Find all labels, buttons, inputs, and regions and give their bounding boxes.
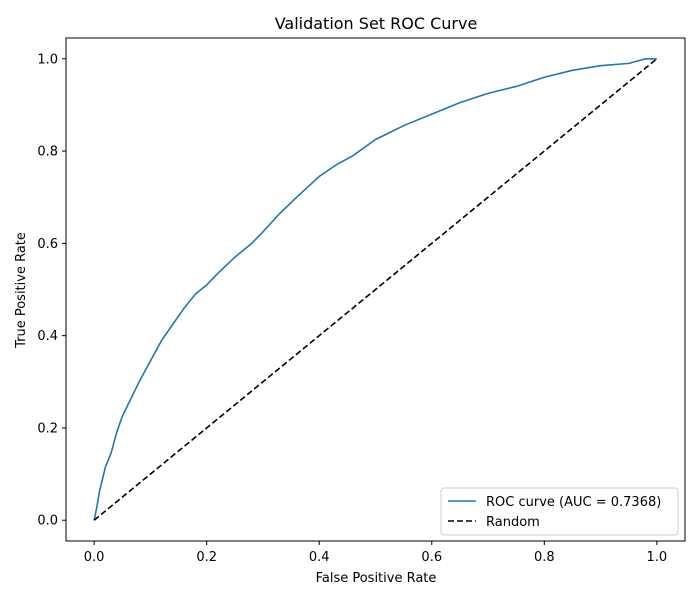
y-axis-ticks: 0.0 0.2 0.4 0.6 0.8 1.0: [37, 52, 66, 529]
x-tick-label: 0.6: [421, 550, 442, 565]
x-tick-label: 0.0: [84, 550, 105, 565]
legend-label-roc: ROC curve (AUC = 0.7368): [486, 495, 661, 510]
random-baseline-line: [93, 58, 658, 521]
roc-curve-line: [93, 57, 657, 521]
legend-box: [440, 487, 679, 536]
series-layer: [93, 57, 658, 521]
plot-frame: [65, 37, 686, 542]
y-tick-label: 0.4: [37, 329, 58, 344]
y-axis-label: True Positive Rate: [14, 232, 29, 349]
y-tick-label: 0.8: [37, 145, 58, 160]
chart-title: Validation Set ROC Curve: [275, 14, 478, 33]
x-tick-label: 0.2: [196, 550, 217, 565]
y-tick-label: 0.0: [37, 514, 58, 529]
x-tick-label: 0.4: [309, 550, 330, 565]
y-tick-label: 1.0: [37, 52, 58, 67]
legend-label-random: Random: [486, 515, 540, 530]
y-tick-label: 0.6: [37, 237, 58, 252]
x-tick-label: 1.0: [647, 550, 668, 565]
x-axis-label: False Positive Rate: [316, 571, 437, 586]
y-tick-label: 0.2: [37, 421, 58, 436]
x-axis-ticks: 0.0 0.2 0.4 0.6 0.8 1.0: [84, 541, 667, 565]
x-tick-label: 0.8: [534, 550, 555, 565]
legend: ROC curve (AUC = 0.7368) Random: [440, 487, 679, 536]
